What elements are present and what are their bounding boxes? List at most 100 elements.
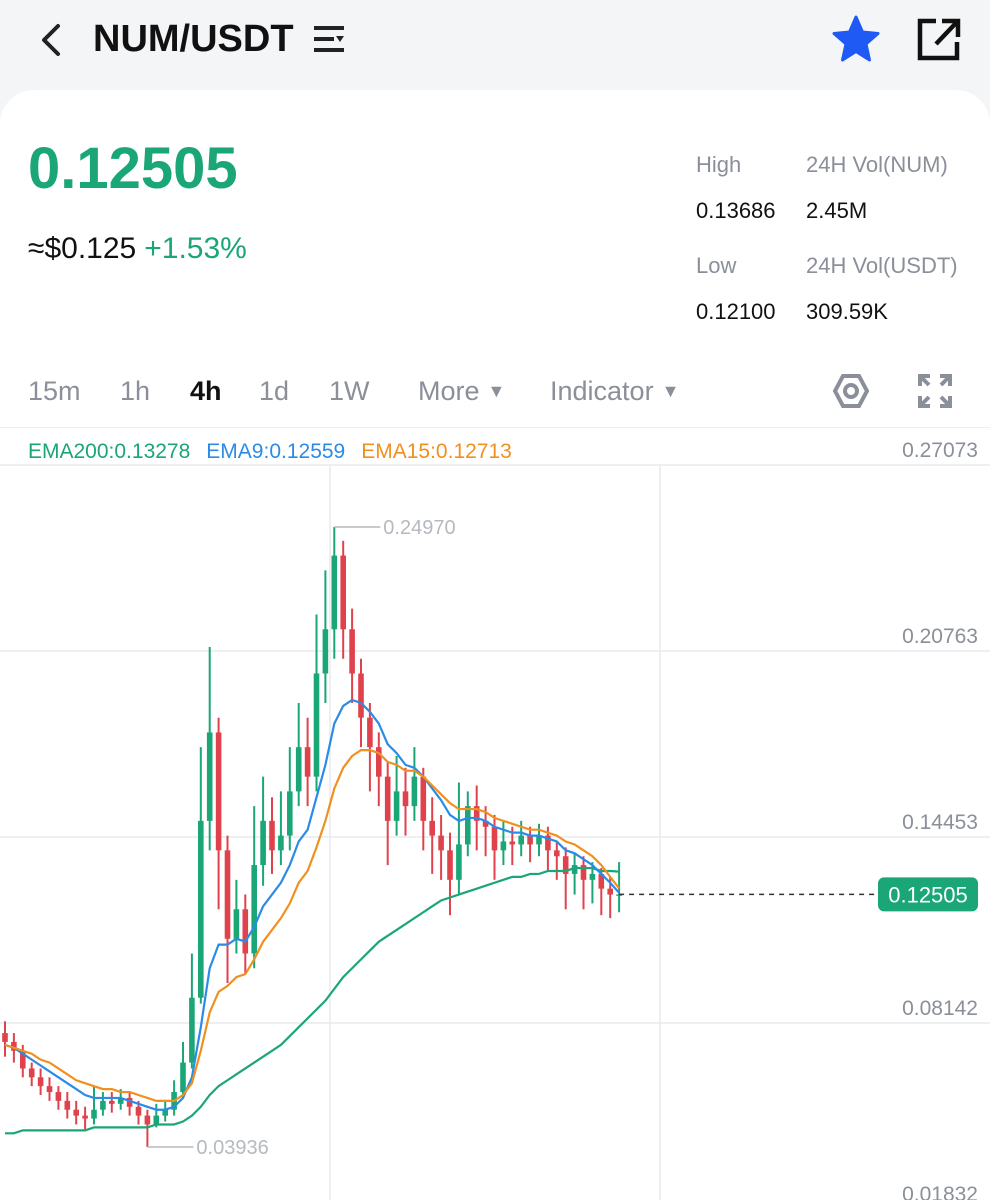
candle-body	[358, 673, 364, 718]
candle-body	[180, 1062, 186, 1093]
candle-body	[536, 835, 542, 845]
candle-body	[562, 856, 569, 874]
candle-body	[55, 1092, 62, 1101]
candle-body	[117, 1097, 124, 1104]
dropdown-caret: ▼	[661, 381, 680, 401]
candle-body	[420, 776, 427, 821]
interval-tab[interactable]: 1d	[259, 376, 290, 406]
candle-body	[384, 776, 391, 821]
candle-body	[20, 1050, 26, 1069]
candle-body	[295, 747, 302, 792]
stat-value: 309.59K	[806, 299, 888, 324]
price-change: +1.53%	[144, 232, 247, 265]
candle-body	[509, 841, 516, 845]
candle-body	[153, 1115, 160, 1125]
candle-body	[46, 1086, 53, 1093]
chart: 0.27073 0.20763 0.14453 0.08142 0.01832 EMA20…	[0, 439, 990, 1200]
stat-value: 2.45M	[806, 198, 868, 223]
share-icon[interactable]	[914, 16, 964, 64]
candle-body	[64, 1100, 71, 1110]
candle-body	[349, 629, 355, 674]
stat-label: 24H Vol(NUM)	[806, 152, 948, 177]
last-price-tag	[878, 877, 978, 912]
favorite-star[interactable]	[830, 14, 882, 64]
candle-body	[545, 835, 551, 851]
candle-body	[206, 732, 213, 821]
candle-body	[260, 820, 266, 866]
interval-tab[interactable]: 1h	[120, 376, 151, 406]
candle-body	[198, 820, 204, 998]
annotation-label: 0.03936	[196, 1137, 268, 1159]
candle-body	[144, 1115, 151, 1125]
candle-body	[322, 629, 329, 674]
candle-body	[456, 844, 462, 880]
market-card	[0, 90, 990, 1200]
candle-body	[304, 747, 311, 777]
divider	[0, 427, 990, 428]
interval-tab[interactable]: 1W	[329, 376, 370, 406]
last-price-label: 0.12505	[888, 882, 968, 907]
candle-body	[215, 732, 222, 851]
candle-body	[473, 806, 480, 821]
candle-body	[233, 909, 240, 939]
dropdown-menu[interactable]: More ▼	[418, 376, 505, 407]
y-tick-label: 0.14453	[902, 811, 978, 834]
candle-body	[278, 835, 284, 851]
ema-line	[4, 698, 620, 1111]
candle-body	[189, 997, 195, 1063]
candle-body	[482, 820, 489, 827]
dropdown-menu[interactable]: Indicator ▼	[550, 376, 679, 407]
candle-body	[411, 776, 418, 807]
ema-line	[4, 749, 620, 1102]
candle-body	[393, 791, 400, 821]
candle-body	[224, 850, 231, 939]
candle-body	[518, 835, 524, 845]
y-tick-label: 0.01832	[902, 1183, 978, 1200]
last-price: 0.12505	[28, 136, 238, 201]
candle-body	[2, 1033, 8, 1042]
candle-body	[82, 1115, 88, 1119]
annotation-label: 0.24970	[383, 517, 455, 539]
stat-value: 0.13686	[696, 198, 776, 223]
candle-body	[242, 909, 249, 954]
candle-body	[331, 555, 338, 630]
pair-menu-icon[interactable]	[312, 24, 348, 56]
candle-body	[340, 555, 346, 630]
legend-entry: EMA9:0.12559	[206, 440, 345, 463]
candle-body	[313, 673, 320, 777]
candle-body	[402, 791, 409, 807]
stat-label: Low	[696, 253, 737, 278]
ema-line	[5, 866, 620, 1135]
candle-body	[527, 835, 533, 845]
candle-body	[11, 1041, 17, 1051]
candle-body	[376, 747, 382, 777]
candle-body	[109, 1100, 115, 1104]
settings-icon[interactable]	[832, 372, 870, 410]
legend-entry: EMA15:0.12713	[361, 440, 512, 463]
stat-label: High	[696, 152, 742, 177]
fullscreen-icon[interactable]	[916, 372, 954, 410]
y-tick-label: 0.08142	[902, 997, 978, 1020]
candle-body	[28, 1068, 35, 1078]
candle-body	[500, 841, 507, 851]
candle-body	[135, 1106, 142, 1116]
candle-body	[571, 865, 578, 874]
candle-body	[269, 820, 275, 851]
candle-body	[367, 717, 373, 748]
back-button[interactable]	[30, 20, 70, 60]
candle-body	[465, 806, 471, 845]
candle-body	[162, 1109, 168, 1116]
interval-tab[interactable]: 15m	[28, 376, 81, 406]
candle-body	[598, 873, 605, 889]
candle-body	[589, 873, 596, 880]
stat-value: 0.12100	[696, 299, 776, 324]
candle-body	[73, 1109, 79, 1116]
y-tick-label: 0.20763	[902, 625, 978, 648]
usd-price: ≈$0.125	[28, 232, 137, 265]
interval-tab[interactable]: 4h	[190, 376, 222, 406]
candle-body	[126, 1097, 133, 1107]
candle-body	[37, 1077, 44, 1087]
candle-body	[91, 1109, 97, 1119]
usd-price-row: ≈$0.125 +1.53%	[28, 232, 247, 266]
